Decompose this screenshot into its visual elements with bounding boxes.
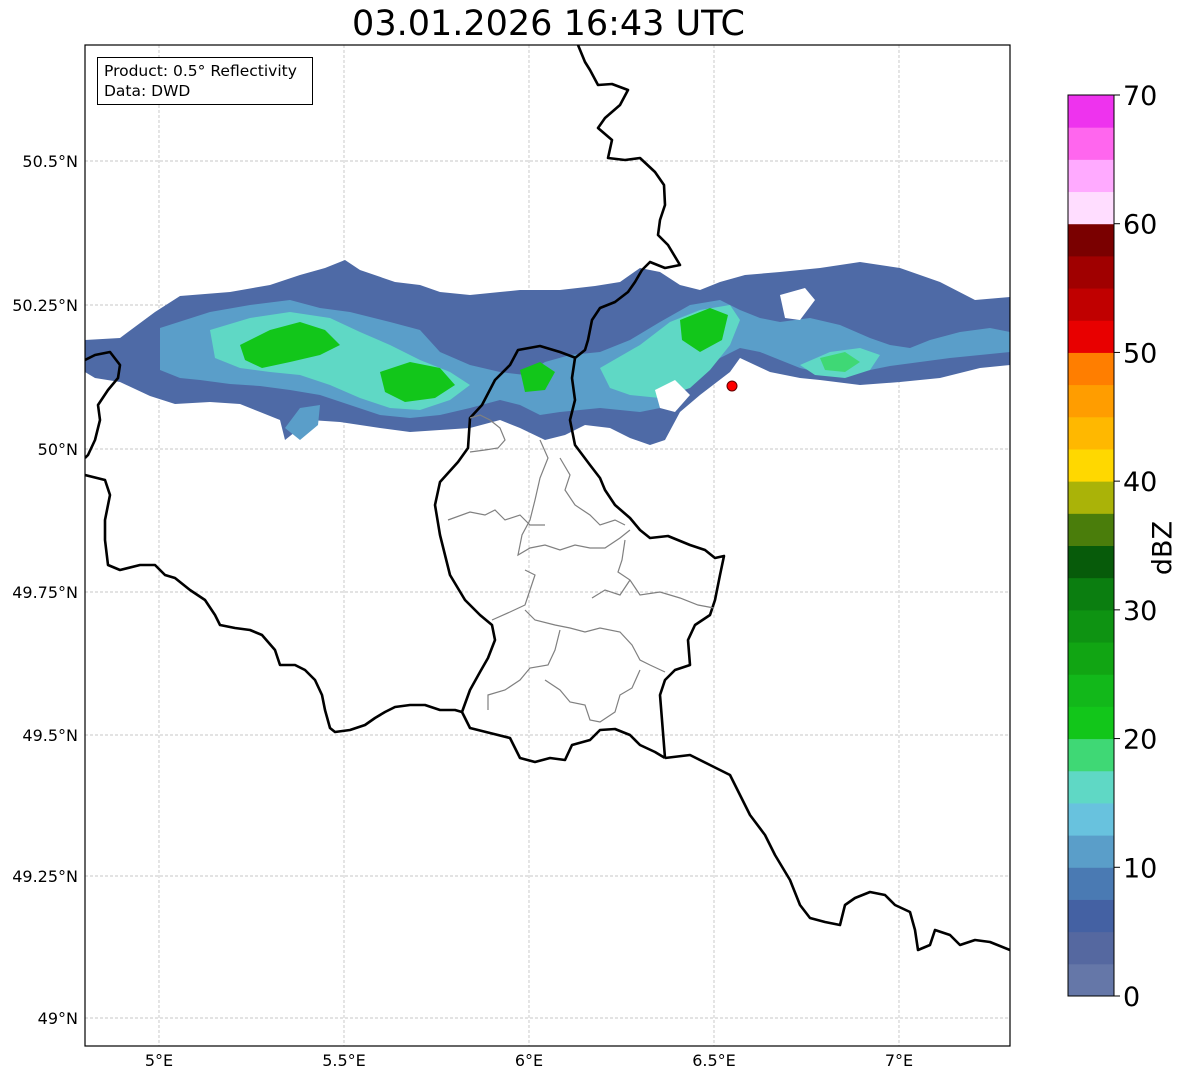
y-tick-label: 50.25°N [12, 296, 78, 315]
colorbar-segment [1068, 384, 1114, 418]
colorbar-segment [1068, 448, 1114, 482]
border-netherlands [85, 350, 122, 459]
colorbar-segment [1068, 95, 1114, 128]
colorbar-segment [1068, 223, 1114, 257]
border-france-germany [664, 753, 1010, 952]
colorbar-ticks: 0 10 20 30 40 50 60 70 [1114, 81, 1157, 1013]
product-label: Product: 0.5° Reflectivity [104, 62, 297, 80]
echo-small-west [285, 405, 320, 440]
colorbar-segment [1068, 513, 1114, 546]
echo-green-5 [820, 352, 860, 372]
y-tick-label: 49.75°N [12, 583, 78, 602]
colorbar-tick-label: 50 [1123, 338, 1157, 369]
x-tick-label: 5°E [145, 1051, 173, 1070]
colorbar-segment [1068, 127, 1114, 160]
colorbar-segment [1068, 191, 1114, 225]
colorbar-segment [1068, 835, 1114, 868]
colorbar-tick-label: 60 [1123, 210, 1157, 241]
radar-echo-band [85, 260, 1010, 445]
colorbar-segment [1068, 802, 1114, 836]
colorbar-segment [1068, 770, 1114, 804]
echo-green-3 [680, 308, 728, 352]
colorbar-tick-label: 70 [1123, 81, 1157, 112]
y-tick-label: 49°N [38, 1009, 78, 1028]
border-belgium-france [85, 473, 463, 734]
echo-west-main [85, 260, 1010, 445]
colorbar-segment [1068, 706, 1114, 740]
colorbar-tick-label: 30 [1123, 596, 1157, 627]
y-tick-label: 49.25°N [12, 867, 78, 886]
echo-green-2 [380, 362, 455, 402]
x-tick-label: 6.5°E [692, 1051, 736, 1070]
gridlines [85, 45, 1010, 1046]
echo-gap-white-2 [655, 380, 690, 412]
colorbar-segment [1068, 159, 1114, 193]
colorbar-segment [1068, 320, 1114, 353]
echo-green-1 [240, 322, 340, 368]
colorbar-tick-label: 0 [1123, 982, 1140, 1013]
colorbar-tick-label: 40 [1123, 467, 1157, 498]
x-tick-label: 6°E [515, 1051, 543, 1070]
y-tick-label: 50°N [38, 440, 78, 459]
echo-green-4 [520, 362, 555, 392]
x-tick-label: 7°E [885, 1051, 913, 1070]
colorbar-segment [1068, 416, 1114, 450]
colorbar-segment [1068, 288, 1114, 321]
colorbar-segment [1068, 867, 1114, 900]
colorbar [1068, 95, 1114, 997]
colorbar-segment [1068, 674, 1114, 707]
colorbar-segment [1068, 738, 1114, 772]
national-borders [85, 45, 1010, 952]
colorbar-segment [1068, 255, 1114, 289]
map-frame [84, 44, 1011, 1047]
colorbar-segment [1068, 963, 1114, 997]
colorbar-segment [1068, 899, 1114, 933]
border-luxembourg-belgium [433, 344, 666, 764]
data-source-label: Data: DWD [104, 82, 191, 100]
colorbar-label: dBZ [1147, 520, 1179, 576]
colorbar-segment [1068, 642, 1114, 675]
y-tick-labels: 50.5°N 50.25°N 50°N 49.75°N 49.5°N 49.25… [12, 152, 78, 1028]
map-title: 03.01.2026 16:43 UTC [352, 4, 745, 44]
colorbar-segment [1068, 352, 1114, 386]
district-borders [447, 414, 715, 723]
product-info-box: Product: 0.5° Reflectivity Data: DWD [97, 57, 313, 105]
colorbar-segment [1068, 931, 1114, 965]
colorbar-frame [1067, 94, 1115, 997]
colorbar-tick-label: 20 [1123, 725, 1157, 756]
border-germany-west [568, 45, 726, 759]
y-tick-label: 49.5°N [22, 726, 78, 745]
radar-station-marker [726, 380, 738, 392]
colorbar-tick-label: 10 [1123, 853, 1157, 884]
x-tick-label: 5.5°E [322, 1051, 366, 1070]
colorbar-segment [1068, 609, 1114, 643]
colorbar-segment [1068, 545, 1114, 579]
colorbar-segment [1068, 481, 1114, 514]
echo-gap-white [780, 288, 815, 320]
y-tick-label: 50.5°N [22, 152, 78, 171]
colorbar-segment [1068, 577, 1114, 611]
x-tick-labels: 5°E 5.5°E 6°E 6.5°E 7°E [145, 1051, 913, 1070]
